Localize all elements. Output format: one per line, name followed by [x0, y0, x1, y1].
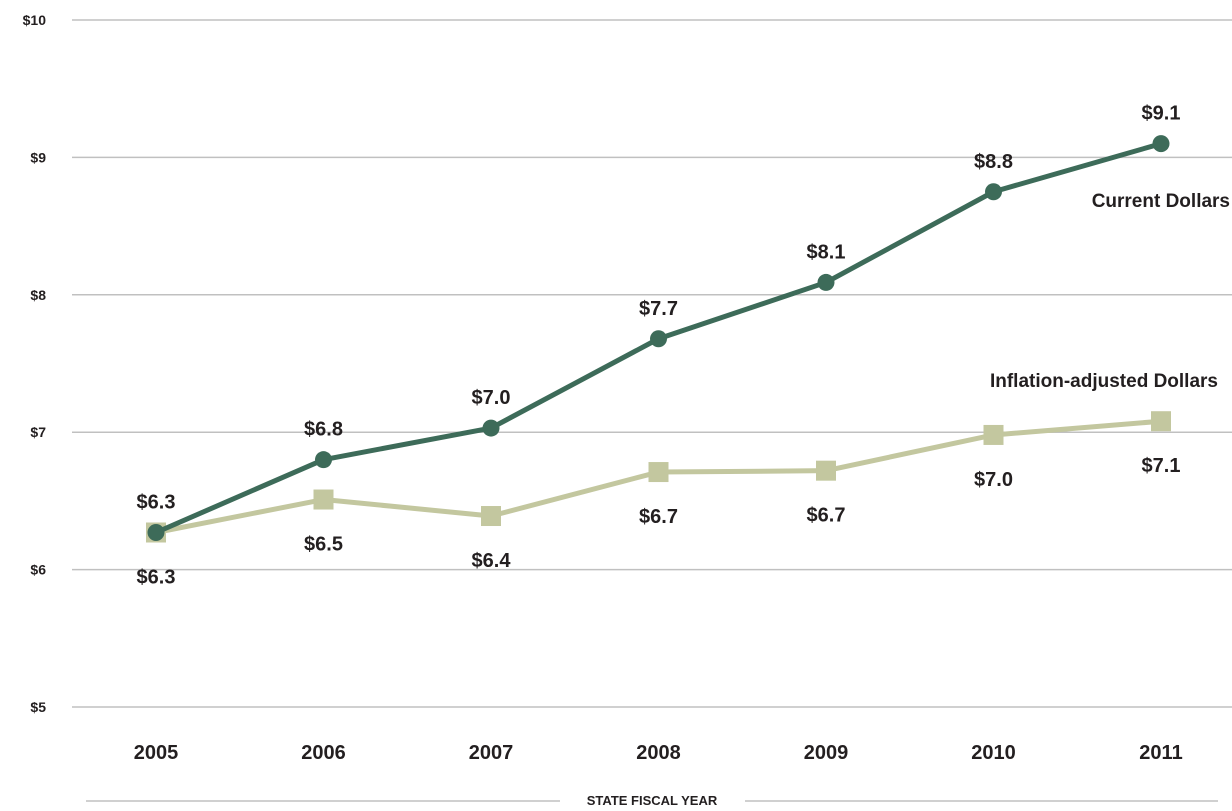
data-point [481, 506, 501, 527]
data-label: $6.5 [304, 534, 343, 556]
data-point [648, 462, 669, 483]
data-point [147, 524, 165, 542]
data-label: $6.7 [807, 505, 846, 527]
data-point [817, 273, 835, 291]
x-tick-label: 2007 [469, 742, 514, 764]
x-tick-label: 2008 [636, 742, 681, 764]
series-label-current-dollars: Current Dollars [1092, 191, 1230, 212]
data-label: $6.3 [137, 567, 176, 589]
data-label: $6.7 [639, 506, 678, 528]
series-layer [146, 135, 1171, 543]
data-point [1151, 411, 1171, 432]
data-label: $7.7 [639, 298, 678, 320]
data-point [983, 424, 1004, 445]
data-label: $8.1 [807, 241, 846, 263]
data-label: $8.8 [974, 151, 1013, 173]
data-label: $6.4 [472, 550, 512, 572]
gridlines [72, 19, 1232, 708]
data-point [482, 419, 500, 437]
x-axis-ticks: 2005 2006 2007 2008 2009 2010 2011 [134, 742, 1183, 764]
data-label: $6.8 [304, 419, 343, 441]
y-tick-label: $10 [23, 12, 47, 28]
x-tick-label: 2011 [1139, 742, 1182, 764]
data-label: $7.1 [1142, 455, 1181, 477]
y-tick-label: $9 [30, 149, 46, 165]
data-point [650, 330, 667, 348]
data-point [315, 451, 332, 469]
x-axis-title: STATE FISCAL YEAR [587, 793, 718, 808]
x-axis-title-group: STATE FISCAL YEAR [86, 793, 1218, 808]
data-point [1152, 135, 1170, 153]
y-tick-label: $6 [30, 562, 46, 578]
data-label: $7.0 [974, 469, 1013, 491]
series-label-inflation-adjusted-dollars: Inflation-adjusted Dollars [990, 371, 1218, 392]
y-tick-label: $8 [30, 287, 46, 303]
y-axis-ticks: $5 $6 $7 $8 $9 $10 [23, 12, 47, 715]
data-label: $7.0 [472, 387, 511, 409]
x-tick-label: 2005 [134, 742, 179, 764]
y-tick-label: $5 [30, 699, 46, 715]
data-point [313, 489, 334, 510]
data-point [985, 183, 1002, 201]
data-point [816, 460, 836, 481]
x-tick-label: 2009 [804, 742, 849, 764]
x-tick-label: 2010 [971, 742, 1016, 764]
data-labels-layer: $6.3 $6.8 $7.0 $7.7 $8.1 $8.8 $9.1 $6.3 $6.5 $6.4… [137, 103, 1181, 589]
y-tick-label: $7 [30, 424, 46, 440]
data-label: $6.3 [137, 492, 176, 514]
x-tick-label: 2006 [301, 742, 346, 764]
data-label: $9.1 [1142, 103, 1181, 125]
